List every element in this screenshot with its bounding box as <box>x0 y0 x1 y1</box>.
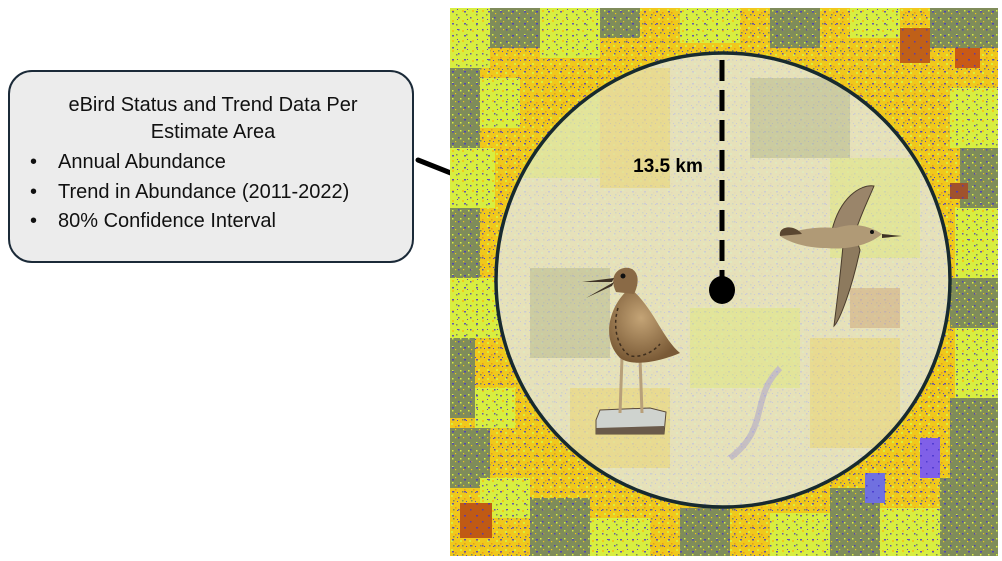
list-item: Annual Abundance <box>28 148 398 178</box>
land-cover-map: 13.5 km <box>450 8 998 556</box>
list-item: Trend in Abundance (2011-2022) <box>28 178 398 208</box>
upland-sandpiper-flying-icon <box>779 185 902 328</box>
callout-list: Annual Abundance Trend in Abundance (201… <box>28 148 398 237</box>
list-item: 80% Confidence Interval <box>28 207 398 237</box>
radius-label: 13.5 km <box>633 156 703 177</box>
center-point-icon <box>709 276 735 304</box>
callout-title: eBird Status and Trend Data Per Estimate… <box>68 94 358 143</box>
upland-sandpiper-standing-icon <box>582 267 680 435</box>
info-callout: eBird Status and Trend Data Per Estimate… <box>8 70 414 263</box>
